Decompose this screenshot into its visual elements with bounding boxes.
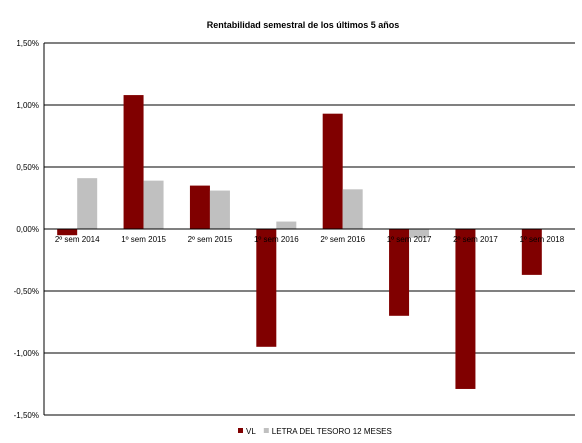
bar-vl bbox=[57, 229, 78, 236]
category-label: 2º sem 2016 bbox=[320, 235, 365, 244]
y-tick-label: 0,50% bbox=[16, 163, 39, 172]
bar-vl bbox=[455, 229, 476, 389]
legend-swatch bbox=[238, 428, 243, 433]
chart-title: Rentabilidad semestral de los últimos 5 … bbox=[207, 20, 400, 30]
category-label: 1º sem 2017 bbox=[387, 235, 432, 244]
bar-vl bbox=[189, 185, 210, 229]
category-labels: 2º sem 2014 1º sem 2015 2º sem 2015 1º sem … bbox=[55, 235, 565, 244]
y-tick-label: 1,00% bbox=[16, 101, 39, 110]
category-label: 1º sem 2016 bbox=[254, 235, 299, 244]
bar-vl bbox=[322, 113, 343, 229]
bar-letra-tesoro bbox=[342, 189, 363, 229]
category-label: 1º sem 2015 bbox=[121, 235, 166, 244]
bar-letra-tesoro bbox=[143, 180, 164, 229]
legend-label: LETRA DEL TESORO 12 MESES bbox=[272, 427, 392, 436]
category-label: 2º sem 2014 bbox=[55, 235, 100, 244]
bar-vl bbox=[389, 229, 410, 316]
category-label: 2º sem 2017 bbox=[453, 235, 498, 244]
y-axis-tick-labels: 1,50% 1,00% 0,50% 0,00% -0,50% -1,00% -1,50% bbox=[14, 39, 39, 420]
legend-swatch bbox=[263, 428, 269, 433]
y-tick-label: -0,50% bbox=[14, 287, 39, 296]
bars bbox=[57, 95, 542, 389]
category-label: 2º sem 2015 bbox=[188, 235, 233, 244]
axes bbox=[43, 43, 575, 415]
bar-letra-tesoro bbox=[409, 229, 430, 238]
y-tick-label: 1,50% bbox=[16, 39, 39, 48]
legend: VL LETRA DEL TESORO 12 MESES bbox=[238, 427, 392, 436]
bar-letra-tesoro bbox=[77, 178, 98, 229]
category-label: 1º sem 2018 bbox=[519, 235, 564, 244]
y-tick-label: 0,00% bbox=[16, 225, 39, 234]
bar-vl bbox=[123, 95, 144, 229]
bar-letra-tesoro bbox=[276, 221, 297, 229]
y-tick-label: -1,00% bbox=[14, 349, 39, 358]
bar-vl bbox=[256, 229, 277, 347]
bar-vl bbox=[521, 229, 542, 275]
legend-label: VL bbox=[246, 427, 256, 436]
y-tick-label: -1,50% bbox=[14, 411, 39, 420]
bar-letra-tesoro bbox=[209, 190, 230, 229]
